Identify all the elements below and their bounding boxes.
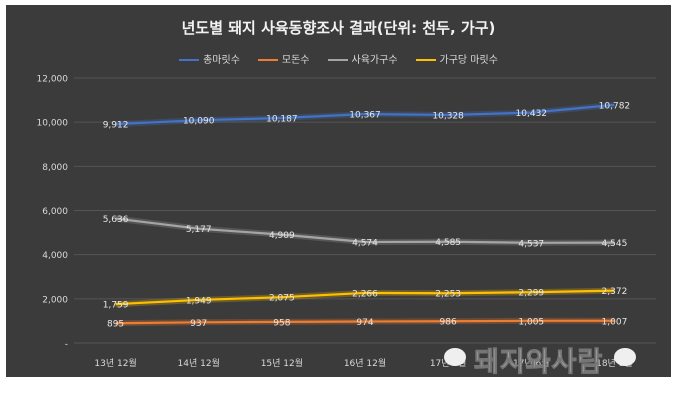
data-label: 2,266 xyxy=(352,289,378,299)
pig-icon xyxy=(614,348,636,366)
series-line xyxy=(115,319,615,325)
legend-swatch xyxy=(327,59,348,61)
legend-item: 가구당 마릿수 xyxy=(415,51,498,66)
data-label: 1,005 xyxy=(518,317,544,327)
data-label: 895 xyxy=(107,320,124,330)
data-label: 1,949 xyxy=(186,296,212,306)
data-label: 986 xyxy=(440,318,457,328)
data-label: 10,432 xyxy=(516,109,548,119)
legend-label: 총마릿수 xyxy=(203,55,240,66)
x-tick-label: 17년 6월 xyxy=(513,357,550,369)
x-tick-label: 15년 12월 xyxy=(261,357,303,369)
data-label: 958 xyxy=(273,318,290,328)
chart-frame: 년도별 돼지 사육동향조사 결과(단위: 천두, 가구) 총마릿수 모돈수 사육가구… xyxy=(6,5,671,377)
legend-swatch xyxy=(179,59,200,61)
data-label: 2,299 xyxy=(518,289,544,299)
data-label: 10,090 xyxy=(183,117,215,127)
series-line xyxy=(115,289,615,306)
data-label: 937 xyxy=(190,319,207,329)
data-label: 5,636 xyxy=(103,215,129,225)
data-label: 2,253 xyxy=(435,290,461,300)
data-label: 10,367 xyxy=(349,111,381,121)
chart-title: 년도별 돼지 사육동향조사 결과(단위: 천두, 가구) xyxy=(181,19,496,37)
data-label: 2,075 xyxy=(269,294,295,304)
x-tick-label: 16년 12월 xyxy=(344,357,386,369)
y-tick-label: 10,000 xyxy=(37,119,69,129)
data-label: 2,372 xyxy=(602,287,628,297)
y-tick-label: 4,000 xyxy=(42,251,68,261)
legend-swatch xyxy=(415,59,436,61)
plot-area: - 2,000 4,000 6,000 8,000 10,000 12,000 13년 12월… xyxy=(37,75,656,369)
data-label: 4,909 xyxy=(269,231,295,241)
y-tick-label: 6,000 xyxy=(42,207,68,217)
data-label: 10,328 xyxy=(432,111,464,121)
y-tick-label: 2,000 xyxy=(42,295,68,305)
data-label: 4,545 xyxy=(602,239,628,249)
data-label: 9,912 xyxy=(103,121,129,131)
legend-label: 가구당 마릿수 xyxy=(439,55,498,66)
data-label: 5,177 xyxy=(186,225,212,235)
watermark-text: 돼지와사람 xyxy=(473,347,604,379)
x-tick-label: 14년 12월 xyxy=(178,357,220,369)
data-label: 1,759 xyxy=(103,301,129,311)
watermark-logo: 돼지와사람 xyxy=(444,340,674,388)
data-label: 4,585 xyxy=(435,238,461,248)
legend-label: 사육가구수 xyxy=(351,55,398,66)
y-tick-label: - xyxy=(65,340,68,350)
data-label: 1,007 xyxy=(602,317,628,327)
y-tick-label: 8,000 xyxy=(42,163,68,173)
y-tick-label: 12,000 xyxy=(37,75,69,85)
data-label: 10,187 xyxy=(266,115,298,125)
data-label: 974 xyxy=(356,318,373,328)
chart-legend: 총마릿수 모돈수 사육가구수 가구당 마릿수 xyxy=(6,51,671,66)
data-label: 4,574 xyxy=(352,238,378,248)
pig-icon xyxy=(444,348,466,366)
legend-item: 모돈수 xyxy=(257,51,310,66)
data-label: 10,782 xyxy=(599,101,631,111)
series-line xyxy=(115,217,615,244)
data-label: 4,537 xyxy=(518,239,544,249)
x-tick-label: 13년 12월 xyxy=(94,357,136,369)
legend-item: 사육가구수 xyxy=(327,51,398,66)
legend-label: 모돈수 xyxy=(281,55,310,66)
legend-item: 총마릿수 xyxy=(179,51,240,66)
legend-swatch xyxy=(257,59,278,61)
series-line xyxy=(115,103,615,126)
